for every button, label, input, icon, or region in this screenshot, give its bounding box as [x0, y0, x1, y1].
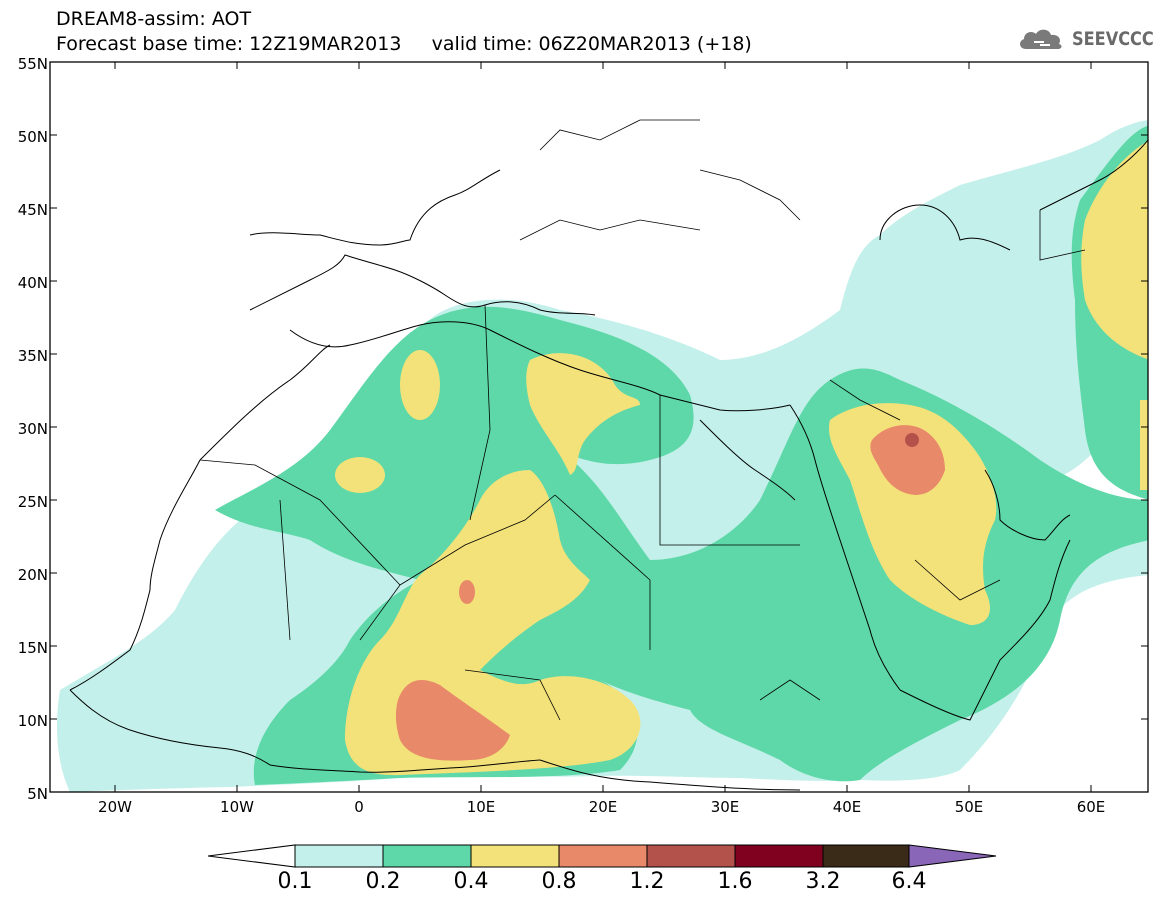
- colorbar-bin-1: [294, 844, 384, 868]
- lon-label-40e: 40E: [832, 798, 862, 816]
- colorbar-over-arrow: [908, 844, 997, 868]
- page-title-line-2: Forecast base time: 12Z19MAR2013 valid t…: [56, 33, 752, 55]
- lon-label-20e: 20E: [588, 798, 618, 816]
- lat-label-20n: 20N: [17, 566, 48, 584]
- colorbar-bin-7: [822, 844, 910, 868]
- lat-label-55n: 55N: [17, 55, 48, 73]
- logo-text: SEEVCCC: [1072, 28, 1154, 50]
- colorbar-label-0.8: 0.8: [541, 869, 577, 894]
- cloud-logo-icon: [1020, 29, 1062, 49]
- coastlines: [69, 139, 1148, 791]
- colorbar-bin-6: [734, 844, 824, 868]
- lon-label-60e: 60E: [1076, 798, 1106, 816]
- lat-label-45n: 45N: [17, 201, 48, 219]
- colorbar-bin-2: [382, 844, 472, 868]
- lat-label-5n: 5N: [27, 785, 48, 803]
- colorbar-bin-4: [558, 844, 648, 868]
- aot-band-1.2-1.6: [905, 433, 919, 447]
- colorbar-label-0.2: 0.2: [365, 869, 401, 894]
- lat-label-15n: 15N: [17, 639, 48, 657]
- aot-band-0.8-1.2: [395, 425, 945, 761]
- lat-label-10n: 10N: [17, 712, 48, 730]
- colorbar-label-3.2: 3.2: [805, 869, 841, 894]
- colorbar-bin-3: [470, 844, 560, 868]
- country-borders: [199, 119, 1086, 721]
- lon-label-10e: 10E: [466, 798, 496, 816]
- colorbar-label-1.6: 1.6: [717, 869, 753, 894]
- lat-label-40n: 40N: [17, 274, 48, 292]
- lat-label-30n: 30N: [17, 420, 48, 438]
- lat-label-25n: 25N: [17, 493, 48, 511]
- aot-field: [57, 119, 1148, 792]
- page-title-line-1: DREAM8-assim: AOT: [56, 8, 252, 30]
- axis-ticks: [50, 61, 1148, 793]
- lat-label-35n: 35N: [17, 347, 48, 365]
- colorbar: [207, 844, 997, 868]
- lon-label-50e: 50E: [954, 798, 984, 816]
- colorbar-label-0.4: 0.4: [453, 869, 489, 894]
- colorbar-bin-5: [646, 844, 736, 868]
- lon-label-20w: 20W: [98, 798, 132, 816]
- colorbar-label-6.4: 6.4: [891, 869, 927, 894]
- lon-label-30e: 30E: [710, 798, 740, 816]
- colorbar-under-arrow: [207, 844, 296, 868]
- lon-label-10w: 10W: [220, 798, 254, 816]
- colorbar-label-1.2: 1.2: [629, 869, 665, 894]
- lat-label-50n: 50N: [17, 128, 48, 146]
- lon-label-0: 0: [354, 798, 364, 816]
- colorbar-label-0.1: 0.1: [277, 869, 313, 894]
- seevccc-logo: SEEVCCC: [1016, 24, 1165, 54]
